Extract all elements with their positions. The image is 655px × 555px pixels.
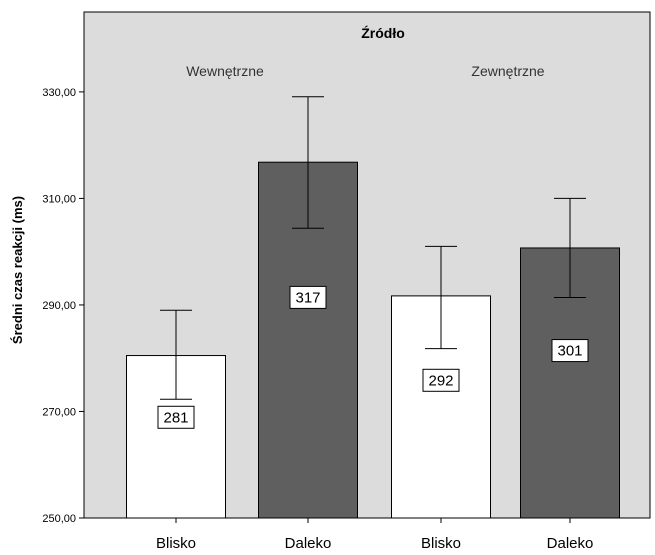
data-label: 281 [163,409,188,426]
data-label-box [551,339,589,363]
bars-layer [126,96,620,519]
data-label: 317 [295,289,320,306]
y-tick-label: 330,00 [42,87,76,99]
y-axis-title: Średni czas reakcji (ms) [10,196,25,344]
category-label: Blisko [156,535,196,552]
data-label: 292 [428,372,453,389]
labels-layer: 281 Blisko 317 Daleko 292 Blisko 301 Daleko Wewn… [156,63,593,552]
panel-title: Źródło [361,25,405,41]
data-label-box [157,405,195,429]
y-tick-label: 270,00 [42,406,76,418]
y-axis: 250,00 270,00 290,00 310,00 330,00 [42,87,571,525]
group-label: Zewnętrzne [471,63,544,79]
category-label: Daleko [285,535,332,552]
y-tick-label: 310,00 [42,193,76,205]
category-label: Daleko [547,535,594,552]
category-label: Blisko [421,535,461,552]
y-tick-label: 290,00 [42,300,76,312]
group-label: Wewnętrzne [186,63,264,79]
y-tick-label: 250,00 [42,513,76,525]
data-label-box [289,285,327,309]
data-label-box [422,368,460,392]
data-label: 301 [557,343,582,360]
